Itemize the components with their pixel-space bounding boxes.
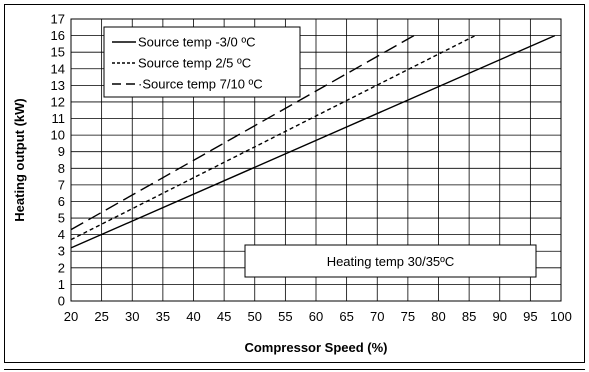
x-tick-label: 90 (493, 309, 507, 324)
y-tick-label: 11 (52, 111, 66, 126)
y-tick-label: 13 (51, 78, 65, 93)
x-tick-label: 100 (550, 309, 572, 324)
legend-label-2: Source temp 2/5 ºC (138, 56, 251, 71)
legend: Source temp -3/0 ºC Source temp 2/5 ºC ·So… (103, 26, 301, 98)
legend-box (103, 26, 301, 98)
x-tick-labels: 20 25 30 35 40 45 50 55 60 65 70 75 80 85 90 95 100 (64, 309, 572, 324)
series-layer (70, 34, 556, 249)
x-tick-label: 65 (339, 309, 353, 324)
y-tick-label: 9 (58, 144, 65, 159)
y-tick-label: 5 (58, 211, 65, 226)
x-tick-label: 35 (156, 309, 170, 324)
y-tick-label: 2 (58, 260, 65, 275)
annotation-text: Heating temp 30/35ºC (327, 254, 455, 269)
y-tick-label: 7 (58, 177, 65, 192)
x-tick-label: 55 (278, 309, 292, 324)
y-axis-title: Heating output (kW) (12, 98, 27, 221)
x-axis-title: Compressor Speed (%) (244, 340, 387, 355)
x-tick-label: 80 (431, 309, 445, 324)
x-tick-label: 40 (186, 309, 200, 324)
y-tick-label: 12 (51, 94, 65, 109)
bottom-rule (4, 369, 585, 370)
x-tick-label: 25 (94, 309, 108, 324)
legend-label-1: Source temp -3/0 ºC (138, 35, 255, 50)
y-tick-label: 4 (58, 227, 65, 242)
x-tick-label: 45 (217, 309, 231, 324)
series-line-3 (70, 34, 415, 231)
y-tick-label: 14 (51, 61, 65, 76)
x-tick-label: 30 (125, 309, 139, 324)
annotation-box: Heating temp 30/35ºC (244, 244, 537, 278)
legend-items: Source temp -3/0 ºC Source temp 2/5 ºC ·So… (112, 35, 263, 92)
y-tick-label: 10 (51, 128, 65, 143)
y-tick-label: 17 (51, 12, 65, 27)
x-tick-label: 20 (64, 309, 78, 324)
y-tick-label: 8 (58, 161, 65, 176)
plot-border (70, 18, 562, 302)
x-tick-label: 50 (248, 309, 262, 324)
y-tick-label: 3 (58, 244, 65, 259)
y-tick-label: 0 (58, 294, 65, 309)
y-tick-label: 6 (58, 194, 65, 209)
x-tick-label: 85 (462, 309, 476, 324)
x-tick-label: 95 (523, 309, 537, 324)
y-tick-label: 1 (58, 277, 65, 292)
y-tick-label: 15 (51, 45, 65, 60)
x-tick-label: 70 (370, 309, 384, 324)
legend-label-3: ·Source temp 7/10 ºC (138, 77, 263, 92)
x-tick-label: 60 (309, 309, 323, 324)
y-tick-label: 16 (51, 28, 65, 43)
series-line-1 (70, 34, 556, 249)
annotation-frame (244, 244, 537, 278)
x-tick-label: 75 (401, 309, 415, 324)
series-line-2 (70, 34, 476, 241)
